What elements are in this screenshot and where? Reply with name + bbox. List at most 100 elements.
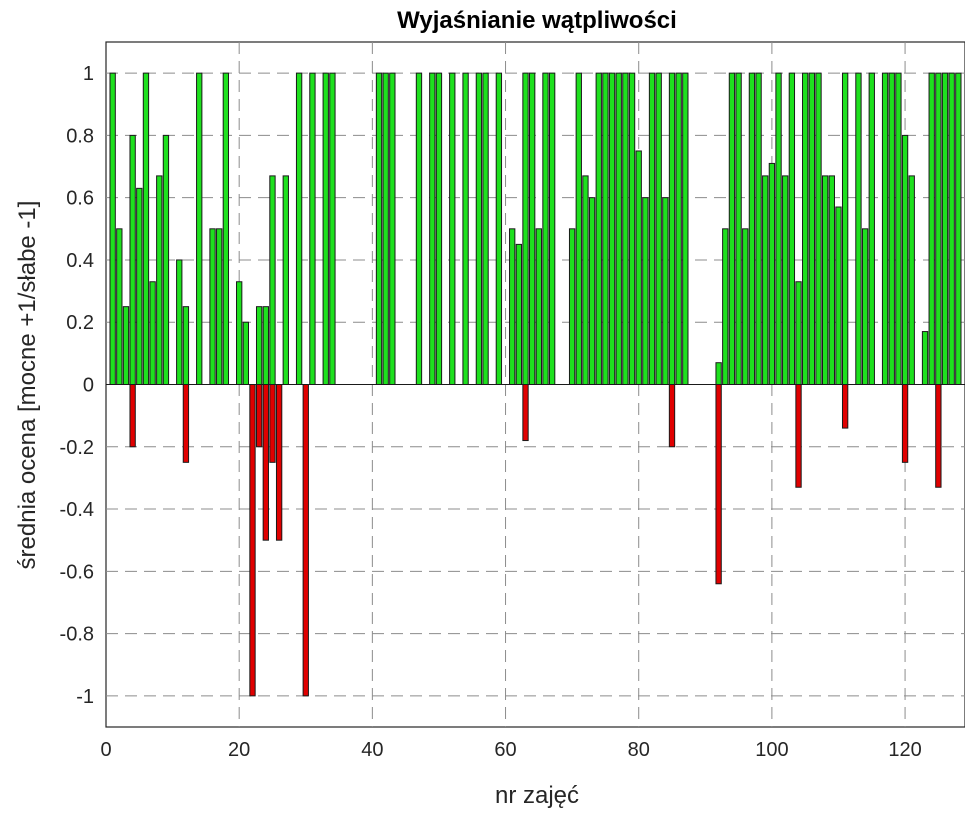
bar bbox=[888, 72, 895, 386]
bar bbox=[176, 259, 183, 386]
bar bbox=[941, 72, 949, 386]
bar bbox=[275, 384, 283, 541]
bar bbox=[662, 197, 669, 385]
x-tick-label: 80 bbox=[628, 739, 650, 761]
bar bbox=[482, 72, 489, 386]
bar bbox=[868, 72, 875, 386]
bar bbox=[921, 331, 929, 385]
bar bbox=[236, 281, 243, 385]
y-tick-label: 0.2 bbox=[66, 312, 94, 334]
bar bbox=[242, 321, 250, 385]
bar bbox=[722, 228, 729, 385]
bar bbox=[522, 384, 529, 442]
bar bbox=[568, 228, 576, 385]
bar bbox=[775, 72, 782, 386]
bars bbox=[109, 72, 962, 697]
bar bbox=[322, 72, 329, 386]
bar bbox=[861, 228, 869, 385]
bar bbox=[935, 384, 942, 488]
bar bbox=[262, 306, 269, 385]
bar bbox=[182, 306, 190, 385]
bar bbox=[129, 384, 136, 448]
y-tick-label: 0.6 bbox=[66, 188, 94, 210]
bar bbox=[668, 72, 676, 386]
bar bbox=[156, 175, 163, 385]
bar bbox=[895, 72, 902, 386]
bar bbox=[588, 197, 596, 385]
bar bbox=[162, 134, 170, 385]
y-tick-label: 0.8 bbox=[66, 125, 94, 147]
y-tick-label: -0.2 bbox=[60, 437, 94, 459]
y-tick-label: -1 bbox=[76, 686, 94, 708]
bar bbox=[901, 134, 909, 385]
bar bbox=[602, 72, 609, 386]
bar bbox=[302, 384, 309, 697]
bar bbox=[216, 228, 223, 385]
bar bbox=[535, 228, 542, 385]
bar bbox=[735, 72, 742, 386]
bar bbox=[509, 228, 516, 385]
bar bbox=[768, 162, 776, 385]
bar bbox=[608, 72, 616, 386]
bar bbox=[715, 362, 722, 386]
bar bbox=[475, 72, 483, 386]
x-tick-labels: 0 20 40 60 80 100 120 bbox=[100, 739, 921, 761]
x-tick-label: 0 bbox=[100, 739, 111, 761]
bar bbox=[295, 72, 303, 386]
bar bbox=[808, 72, 816, 386]
bar bbox=[129, 134, 136, 385]
bar bbox=[782, 175, 789, 385]
y-tick-label: -0.4 bbox=[60, 499, 94, 521]
x-tick-label: 120 bbox=[888, 739, 921, 761]
bar bbox=[655, 72, 662, 386]
bar bbox=[435, 72, 443, 386]
bar bbox=[262, 384, 269, 541]
bar bbox=[122, 306, 130, 385]
bar bbox=[548, 72, 556, 386]
bar bbox=[795, 281, 802, 385]
x-tick-label: 40 bbox=[361, 739, 383, 761]
y-tick-label: 0 bbox=[83, 375, 94, 397]
bar bbox=[948, 72, 955, 386]
bar bbox=[255, 384, 263, 448]
bar bbox=[715, 384, 722, 585]
bar bbox=[269, 384, 276, 463]
bar bbox=[622, 72, 629, 386]
bar bbox=[648, 72, 656, 386]
bar bbox=[682, 72, 689, 386]
bar bbox=[642, 197, 649, 385]
bar bbox=[955, 72, 962, 386]
bar bbox=[728, 72, 736, 386]
bar bbox=[628, 72, 636, 386]
bar bbox=[542, 72, 549, 386]
bar bbox=[449, 72, 456, 386]
bar bbox=[742, 228, 749, 385]
bar bbox=[615, 72, 622, 386]
bar bbox=[182, 384, 190, 463]
bar bbox=[429, 72, 436, 386]
bar bbox=[282, 175, 289, 385]
bar bbox=[109, 72, 116, 386]
bar bbox=[222, 72, 230, 386]
bar bbox=[901, 384, 909, 463]
bar bbox=[415, 72, 423, 386]
bar bbox=[515, 243, 523, 385]
bar bbox=[582, 175, 589, 385]
bar bbox=[675, 72, 682, 386]
bar bbox=[802, 72, 809, 386]
bar bbox=[249, 384, 256, 697]
bar bbox=[815, 72, 822, 386]
bar bbox=[255, 306, 263, 385]
bar bbox=[142, 72, 150, 386]
bar bbox=[795, 384, 802, 488]
x-tick-label: 60 bbox=[494, 739, 516, 761]
bar bbox=[522, 72, 529, 386]
bar bbox=[116, 228, 123, 385]
bar bbox=[149, 281, 156, 385]
bar bbox=[841, 72, 849, 386]
bar bbox=[821, 175, 829, 385]
y-axis-title: średnia ocena [mocne +1/słabe -1] bbox=[14, 201, 41, 570]
y-tick-label: -0.8 bbox=[60, 624, 94, 646]
bar bbox=[668, 384, 676, 448]
